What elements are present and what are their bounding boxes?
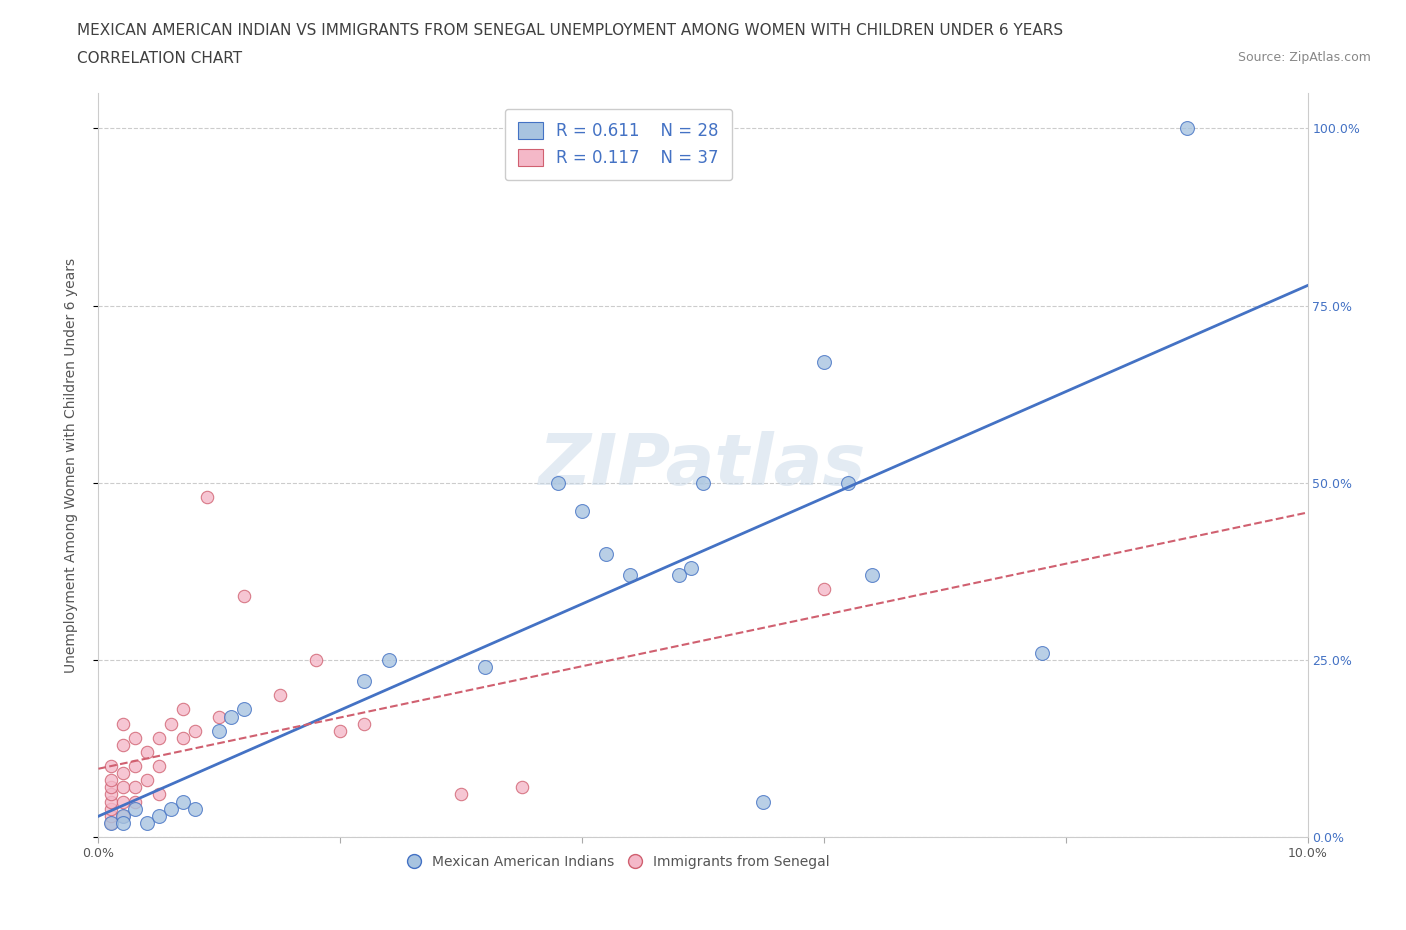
Point (172, 794, 194, 809)
Point (450, 787, 472, 802)
Text: Source: ZipAtlas.com: Source: ZipAtlas.com (1237, 51, 1371, 64)
Point (269, 688, 291, 703)
Point (100, 816, 122, 830)
Point (111, 716, 134, 731)
Point (124, 794, 146, 809)
Point (571, 504, 593, 519)
Text: CORRELATION CHART: CORRELATION CHART (77, 51, 242, 66)
Point (668, 567, 690, 582)
Point (353, 673, 375, 688)
Point (100, 816, 122, 830)
Point (474, 659, 496, 674)
Point (510, 780, 533, 795)
Point (124, 802, 146, 817)
Point (111, 765, 134, 780)
Point (160, 802, 183, 817)
Point (752, 794, 775, 809)
Point (100, 780, 122, 795)
Point (111, 737, 134, 752)
Point (148, 730, 170, 745)
Point (135, 745, 157, 760)
Point (184, 802, 207, 817)
Point (111, 794, 134, 809)
Point (813, 355, 835, 370)
Text: ZIPatlas: ZIPatlas (540, 431, 866, 499)
Point (172, 730, 194, 745)
Point (208, 724, 231, 738)
Point (619, 567, 641, 582)
Point (100, 759, 122, 774)
Point (595, 546, 617, 561)
Point (100, 802, 122, 817)
Point (547, 475, 569, 490)
Point (679, 560, 702, 575)
Legend: Mexican American Indians, Immigrants from Senegal: Mexican American Indians, Immigrants fro… (402, 850, 835, 875)
Y-axis label: Unemployment Among Women with Children Under 6 years: Unemployment Among Women with Children U… (63, 258, 77, 672)
Point (124, 759, 146, 774)
Point (160, 716, 183, 731)
Point (692, 475, 714, 490)
Point (837, 475, 859, 490)
Point (195, 489, 218, 504)
Point (111, 808, 134, 823)
Point (148, 808, 170, 823)
Point (1031, 645, 1053, 660)
Point (813, 581, 835, 596)
Point (208, 709, 231, 724)
Point (148, 759, 170, 774)
Point (100, 808, 122, 823)
Point (111, 808, 134, 823)
Point (100, 794, 122, 809)
Point (232, 589, 254, 604)
Point (377, 653, 399, 668)
Point (305, 653, 328, 668)
Point (148, 787, 170, 802)
Point (1175, 121, 1198, 136)
Point (135, 816, 157, 830)
Point (172, 702, 194, 717)
Text: MEXICAN AMERICAN INDIAN VS IMMIGRANTS FROM SENEGAL UNEMPLOYMENT AMONG WOMEN WITH: MEXICAN AMERICAN INDIAN VS IMMIGRANTS FR… (77, 23, 1063, 38)
Point (184, 724, 207, 738)
Point (221, 709, 243, 724)
Point (860, 567, 883, 582)
Point (100, 787, 122, 802)
Point (111, 780, 134, 795)
Point (124, 780, 146, 795)
Point (124, 730, 146, 745)
Point (329, 724, 352, 738)
Point (232, 702, 254, 717)
Point (135, 773, 157, 788)
Point (353, 716, 375, 731)
Point (111, 816, 134, 830)
Point (100, 773, 122, 788)
